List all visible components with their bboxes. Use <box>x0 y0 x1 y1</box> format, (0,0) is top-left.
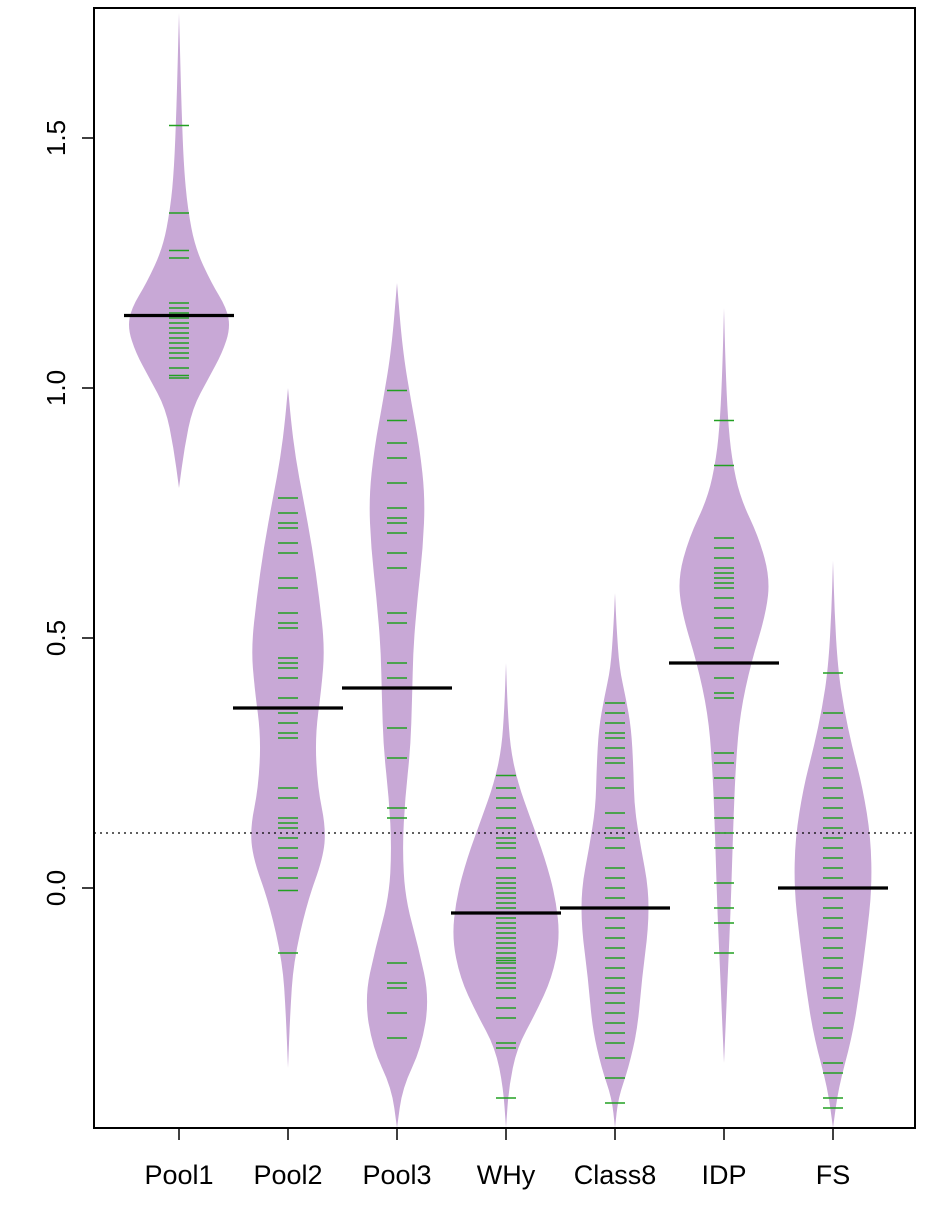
x-tick-label-pool3: Pool3 <box>362 1160 431 1190</box>
group-means-layer <box>124 313 888 915</box>
y-tick-label-0: 0.0 <box>41 870 71 906</box>
x-tick-label-fs: FS <box>816 1160 851 1190</box>
bean-pool3 <box>366 283 428 1128</box>
x-tick-label-idp: IDP <box>701 1160 746 1190</box>
plot-frame <box>93 7 916 1129</box>
x-tick-label-why: WHy <box>477 1160 536 1190</box>
bean-why <box>453 663 559 1128</box>
x-tick-label-pool2: Pool2 <box>253 1160 322 1190</box>
axes-layer: 0.0 0.5 1.0 1.5 Pool1 Pool2 Pool3 WHy Class8 IDP F… <box>41 120 850 1190</box>
bean-idp <box>679 308 769 1063</box>
x-tick-label-class8: Class8 <box>574 1160 657 1190</box>
observations-layer <box>169 124 843 1109</box>
beans-layer <box>128 13 872 1128</box>
bean-class8 <box>581 593 649 1128</box>
y-tick-label-2: 1.0 <box>41 370 71 406</box>
x-tick-label-pool1: Pool1 <box>144 1160 213 1190</box>
bean-fs <box>794 560 872 1128</box>
bean-pool2 <box>251 388 325 1068</box>
y-tick-label-3: 1.5 <box>41 120 71 156</box>
y-tick-label-1: 0.5 <box>41 620 71 656</box>
